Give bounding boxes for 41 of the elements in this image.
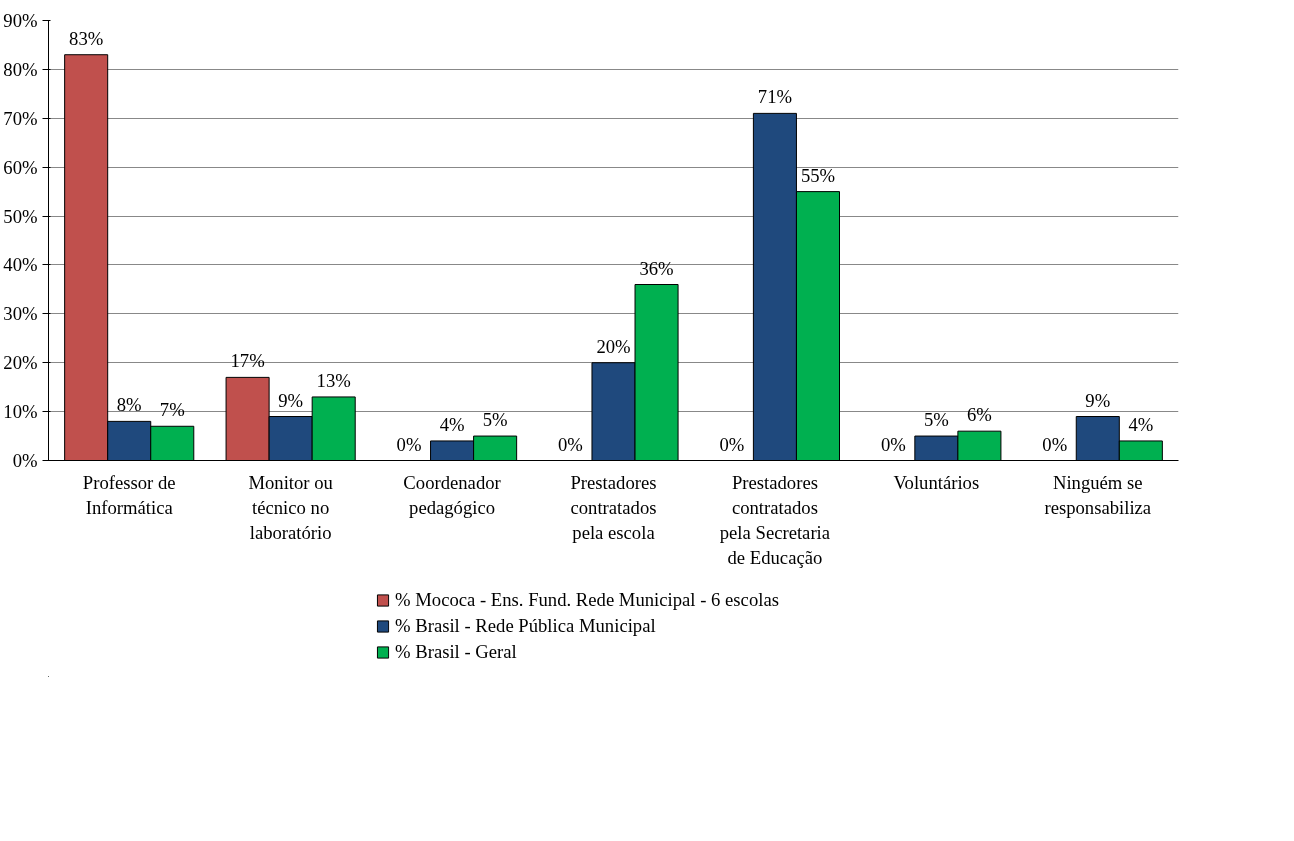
legend-label: % Brasil - Geral (395, 641, 517, 663)
x-tick-label: Prestadores contratados pela Secretaria de Educação (719, 471, 831, 569)
data-label: 71% (757, 86, 793, 108)
data-label: 5% (482, 409, 508, 431)
data-label: 6% (966, 404, 992, 426)
data-label: 13% (316, 369, 351, 391)
y-tick-label: 50% (3, 205, 38, 227)
y-tick-label: 80% (3, 58, 38, 80)
data-label: 0% (719, 433, 745, 455)
data-label: 83% (69, 27, 104, 49)
data-label: 20% (596, 335, 631, 357)
data-label: 17% (230, 350, 265, 372)
x-tick-label: Ninguém se responsabiliza (1044, 471, 1152, 518)
x-tick-label: Monitor ou técnico no laboratório (248, 471, 334, 543)
data-label: 4% (439, 413, 465, 435)
data-label: 5% (923, 409, 949, 431)
data-label: 8% (116, 394, 142, 416)
x-tick-label: Coordenador pedagógico (403, 471, 502, 518)
x-tick-label: Voluntários (893, 471, 980, 493)
data-label: 0% (1042, 433, 1068, 455)
y-tick-label: 10% (3, 401, 38, 423)
y-tick-label: 90% (3, 10, 38, 31)
y-tick-label: 40% (3, 254, 38, 276)
y-tick-label: 0% (12, 450, 38, 471)
data-label: 0% (396, 433, 422, 455)
data-label: 0% (558, 433, 583, 455)
data-label: 0% (880, 433, 906, 455)
y-tick-label: 20% (3, 352, 38, 374)
data-label: 36% (639, 257, 674, 279)
x-tick-label: Professor de Informática (82, 471, 176, 518)
x-tick-label: Prestadores contratados pela escola (570, 471, 657, 543)
y-tick-label: 60% (3, 156, 38, 178)
data-label: 9% (1085, 389, 1111, 411)
data-label: 55% (800, 164, 836, 186)
y-tick-label: 30% (3, 303, 38, 325)
data-label: 9% (278, 389, 304, 411)
legend-label: % Mococa - Ens. Fund. Rede Municipal - 6 escolas (395, 589, 779, 611)
y-tick-label: 70% (3, 107, 38, 129)
data-label: 4% (1128, 413, 1154, 435)
legend-label: % Brasil - Rede Pública Municipal (395, 615, 656, 637)
data-label: 7% (159, 399, 185, 421)
